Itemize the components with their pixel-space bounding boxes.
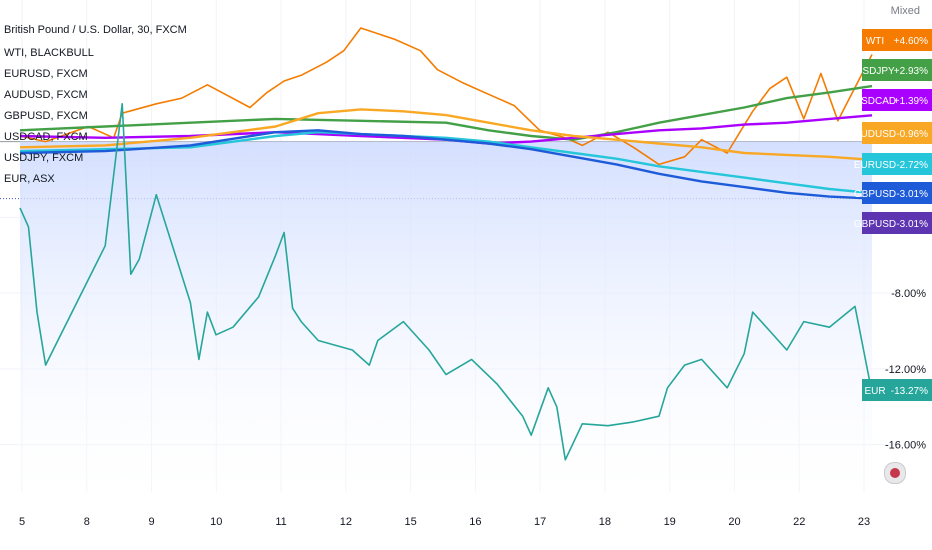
chart-title: British Pound / U.S. Dollar, 30, FXCM bbox=[4, 24, 187, 36]
series-line-wti bbox=[19, 27, 873, 166]
badge-gbpusd-2 bbox=[862, 212, 932, 234]
x-tick-label: 23 bbox=[858, 516, 870, 528]
badge-eurusd bbox=[862, 153, 932, 175]
x-tick-label: 5 bbox=[19, 516, 25, 528]
badge-name: WTI bbox=[866, 36, 884, 47]
badge-value: -3.01% bbox=[896, 219, 928, 230]
legend-item-usdjpy[interactable]: USDJPY, FXCM bbox=[4, 152, 84, 164]
series-line-audusd bbox=[19, 108, 873, 161]
x-tick-label: 9 bbox=[148, 516, 154, 528]
x-tick-label: 15 bbox=[404, 516, 416, 528]
badge-wti bbox=[862, 29, 932, 51]
badge-value: +1.39% bbox=[894, 96, 928, 107]
series-badges: WTI +4.60%USDJPY +2.93%USDCAD+1.39%AUDUSD -… bbox=[854, 29, 932, 401]
x-tick-label: 12 bbox=[340, 516, 352, 528]
x-tick-label: 11 bbox=[275, 516, 286, 528]
legend-item-gbpusd[interactable]: GBPUSD, FXCM bbox=[4, 110, 88, 122]
x-tick-label: 18 bbox=[599, 516, 611, 528]
y-tick-label: -12.00% bbox=[885, 364, 926, 376]
x-tick-label: 10 bbox=[210, 516, 222, 528]
x-tick-label: 19 bbox=[664, 516, 676, 528]
badge-name: EUR bbox=[864, 386, 885, 397]
x-axis: 5 8 9 10 11 12 15 16 17 18 19 20 22 23 bbox=[19, 516, 870, 528]
eur-area-fill bbox=[20, 141, 872, 492]
y-tick-label: -16.00% bbox=[885, 440, 926, 452]
x-tick-label: 20 bbox=[728, 516, 740, 528]
badge-usdcad bbox=[862, 89, 932, 111]
x-tick-label: 17 bbox=[534, 516, 546, 528]
series-lines bbox=[19, 27, 873, 461]
series-line-usdcad bbox=[19, 114, 873, 145]
legend-item-audusd[interactable]: AUDUSD, FXCM bbox=[4, 89, 88, 101]
series-legend: WTI, BLACKBULL EURUSD, FXCM AUDUSD, FXCM… bbox=[4, 43, 94, 190]
legend-item-usdcad[interactable]: USDCAD, FXCM bbox=[4, 131, 88, 143]
badge-value: -13.27% bbox=[891, 386, 928, 397]
badge-name: EURUSD bbox=[854, 160, 896, 171]
badge-gbpusd bbox=[862, 182, 932, 204]
y-tick-label: -8.00% bbox=[891, 288, 926, 300]
badge-eur bbox=[862, 379, 932, 401]
badge-name: AUDUSD bbox=[854, 129, 896, 140]
badge-name: GBPUSD bbox=[854, 189, 896, 200]
badge-name: GBPUSD bbox=[854, 219, 896, 230]
badge-value: +4.60% bbox=[894, 36, 928, 47]
badge-name: USDCAD bbox=[854, 96, 896, 107]
badge-value: -3.01% bbox=[896, 189, 928, 200]
flag-icon bbox=[884, 462, 906, 484]
x-tick-label: 22 bbox=[793, 516, 805, 528]
badge-audusd bbox=[862, 122, 932, 144]
series-line-eur bbox=[19, 103, 873, 461]
y-axis: -4.00%-8.00%-12.00%-16.00% bbox=[885, 212, 926, 451]
legend-item-wti[interactable]: WTI, BLACKBULL bbox=[4, 47, 94, 59]
series-line-gbpusd bbox=[19, 129, 873, 200]
scale-mode-label[interactable]: Mixed bbox=[890, 5, 920, 17]
badge-value: +2.93% bbox=[894, 66, 928, 77]
series-line-eurusd bbox=[19, 131, 873, 195]
badge-name: USDJPY bbox=[855, 66, 895, 77]
legend-item-eur[interactable]: EUR, ASX bbox=[4, 173, 55, 185]
badge-value: -0.96% bbox=[896, 129, 928, 140]
x-tick-label: 8 bbox=[84, 516, 90, 528]
series-line-usdjpy bbox=[19, 84, 873, 141]
badge-value: -2.72% bbox=[896, 160, 928, 171]
eur-area bbox=[20, 141, 872, 492]
legend-item-eurusd[interactable]: EURUSD, FXCM bbox=[4, 68, 88, 80]
badge-usdjpy bbox=[862, 59, 932, 81]
x-tick-label: 16 bbox=[469, 516, 481, 528]
